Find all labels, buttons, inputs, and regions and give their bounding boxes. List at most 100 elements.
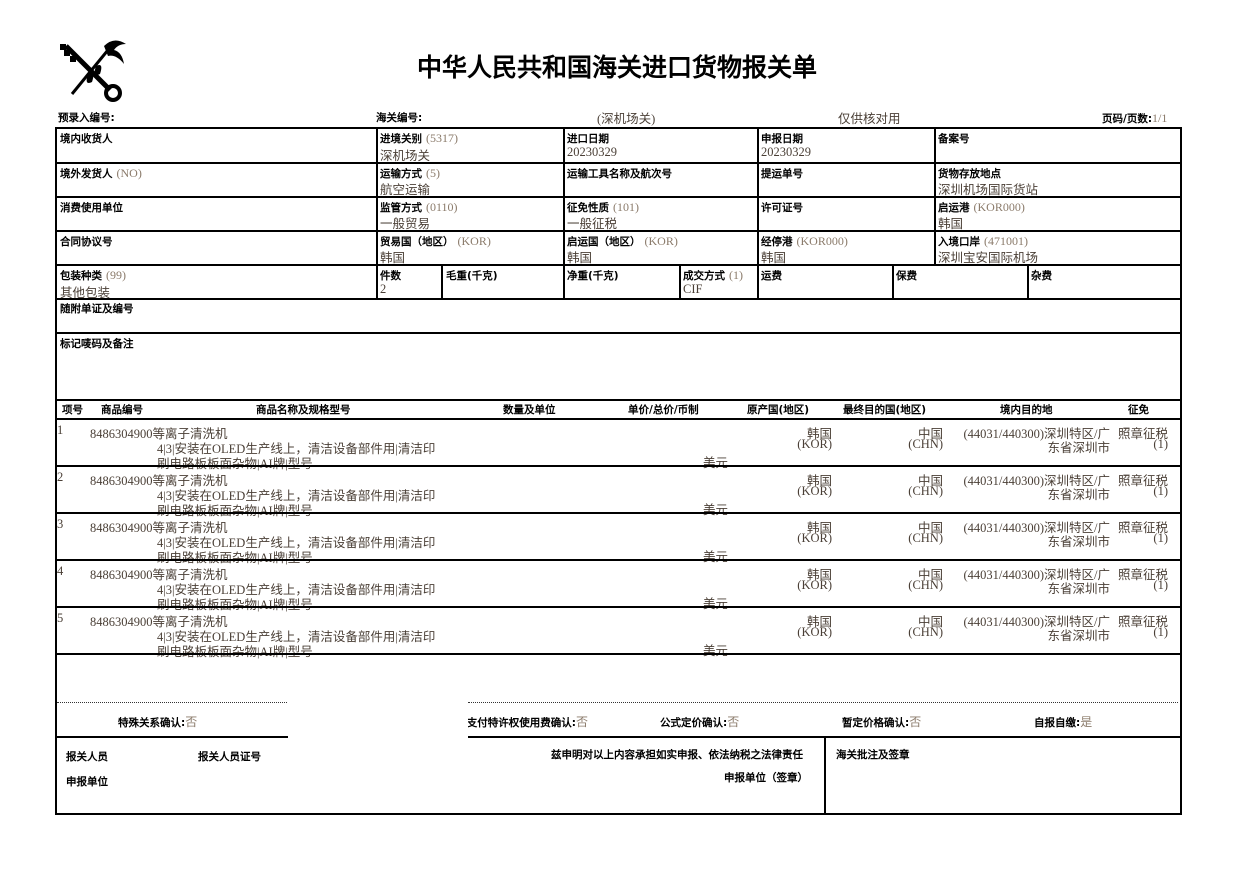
column-divider: [757, 127, 759, 299]
item-dest: 中国: [917, 474, 943, 488]
item-spec-line1: 4|3|安装在OLED生产线上，清洁设备部件用|清洁印: [157, 442, 436, 456]
item-domestic-dest-line1: (44031/440300)深圳特区/广: [963, 427, 1110, 441]
insurance-label: 保费: [896, 270, 917, 282]
item-levy-code: (1): [1153, 484, 1168, 498]
items-header-final-dest: 最终目的国(地区): [843, 404, 927, 416]
item-code-name: 8486304900等离子清洗机: [90, 474, 228, 488]
consignee-label: 境内收货人: [60, 133, 113, 145]
customs-approval-label: 海关批注及签章: [836, 749, 910, 761]
pre-entry-no-label: 预录入编号:: [58, 112, 115, 124]
item-no: 4: [57, 564, 64, 578]
special-relation-confirm: 特殊关系确认:否: [118, 715, 198, 729]
item-spec-line1: 4|3|安装在OLED生产线上，清洁设备部件用|清洁印: [157, 489, 436, 503]
item-levy: 照章征税: [1117, 568, 1168, 582]
row-divider: [55, 162, 1182, 164]
column-divider: [934, 127, 936, 266]
transport-mode-field: 运输方式 (5): [380, 166, 440, 180]
license-no-label: 许可证号: [761, 202, 803, 214]
royalty-confirm: 支付特许权使用费确认:否: [468, 715, 588, 729]
items-header-levy: 征免: [1128, 404, 1149, 416]
row-divider: [55, 399, 1182, 401]
bill-no-label: 提运单号: [761, 168, 803, 180]
item-spec-line1: 4|3|安装在OLED生产线上，清洁设备部件用|清洁印: [157, 536, 436, 550]
item-no: 3: [57, 517, 64, 531]
provisional-price-confirm: 暂定价格确认:否: [842, 715, 922, 729]
declare-date-label: 申报日期: [761, 133, 803, 145]
item-dest-code: (CHN): [908, 437, 943, 451]
item-spec-line2: 刷电路板板面杂物|AI牌|型号: [157, 504, 313, 518]
item-origin: 韩国: [806, 568, 832, 582]
package-type-field: 包装种类 (99): [60, 268, 126, 282]
departure-country-value: 韩国: [567, 251, 593, 265]
trade-country-value: 韩国: [380, 251, 406, 265]
item-levy-code: (1): [1153, 437, 1168, 451]
pieces-label: 件数: [380, 270, 401, 282]
item-currency: 美元: [703, 456, 729, 470]
item-dest-code: (CHN): [908, 625, 943, 639]
items-header-no: 项号: [62, 404, 83, 416]
item-levy-code: (1): [1153, 578, 1168, 592]
entry-customs-value: 深机场关: [380, 149, 431, 163]
items-header-origin: 原产国(地区): [747, 404, 810, 416]
items-header-qty: 数量及单位: [503, 404, 556, 416]
entry-port-value: 深圳宝安国际机场: [938, 251, 1039, 265]
item-currency: 美元: [703, 503, 729, 517]
item-origin: 韩国: [806, 521, 832, 535]
item-spec-line1: 4|3|安装在OLED生产线上，清洁设备部件用|清洁印: [157, 583, 436, 597]
item-no: 1: [57, 423, 64, 437]
column-divider: [824, 737, 826, 814]
item-currency: 美元: [703, 597, 729, 611]
import-date-label: 进口日期: [567, 133, 609, 145]
row-divider: [55, 559, 1182, 561]
item-origin-code: (KOR): [797, 437, 832, 451]
entry-port-field: 入境口岸 (471001): [938, 234, 1028, 248]
row-divider: [55, 230, 1182, 232]
item-levy-code: (1): [1153, 531, 1168, 545]
customs-no-label: 海关编号:: [376, 112, 423, 124]
trade-country-field: 贸易国（地区） (KOR): [380, 234, 491, 248]
column-divider: [1027, 264, 1029, 299]
stop-port-value: 韩国: [761, 251, 787, 265]
page-label: 页码/页数:: [1102, 113, 1153, 125]
row-divider: [55, 298, 1182, 300]
marks-label: 标记唛码及备注: [60, 338, 134, 350]
item-domestic-dest-line2: 东省深圳市: [1047, 535, 1110, 549]
freight-label: 运费: [761, 270, 782, 282]
check-note: 仅供核对用: [838, 112, 901, 126]
row-divider: [55, 653, 1182, 655]
row-divider: [55, 465, 1182, 467]
item-domestic-dest-line2: 东省深圳市: [1047, 441, 1110, 455]
item-no: 2: [57, 470, 64, 484]
item-dest: 中国: [917, 521, 943, 535]
item-domestic-dest-line2: 东省深圳市: [1047, 629, 1110, 643]
table-border: [55, 127, 1182, 129]
pieces-value: 2: [380, 282, 387, 296]
net-weight-label: 净重(千克): [567, 270, 619, 282]
item-currency: 美元: [703, 644, 729, 658]
item-domestic-dest-line2: 东省深圳市: [1047, 488, 1110, 502]
seal-label: 申报单位（签章）: [724, 772, 808, 784]
declare-date-value: 20230329: [761, 145, 811, 159]
storage-label: 货物存放地点: [938, 168, 1001, 180]
item-origin-code: (KOR): [797, 484, 832, 498]
import-date-value: 20230329: [567, 145, 617, 159]
legal-statement: 兹申明对以上内容承担如实申报、依法纳税之法律责任: [551, 749, 803, 761]
column-divider: [376, 127, 378, 299]
column-divider: [679, 264, 681, 299]
row-divider: [55, 196, 1182, 198]
formula-price-confirm: 公式定价确认:否: [660, 715, 740, 729]
column-divider: [563, 127, 565, 299]
item-dest-code: (CHN): [908, 484, 943, 498]
supervision-field: 监管方式 (0110): [380, 200, 458, 214]
table-border: [55, 813, 1182, 815]
item-origin-code: (KOR): [797, 625, 832, 639]
item-spec-line2: 刷电路板板面杂物|AI牌|型号: [157, 457, 313, 471]
page-indicator: 页码/页数:1/1: [1102, 109, 1167, 127]
levy-nature-field: 征免性质 (101): [567, 200, 639, 214]
misc-label: 杂费: [1031, 270, 1052, 282]
item-code-name: 8486304900等离子清洗机: [90, 568, 228, 582]
item-dest: 中国: [917, 615, 943, 629]
item-origin: 韩国: [806, 474, 832, 488]
dotted-divider: [57, 702, 287, 703]
column-divider: [441, 264, 443, 299]
